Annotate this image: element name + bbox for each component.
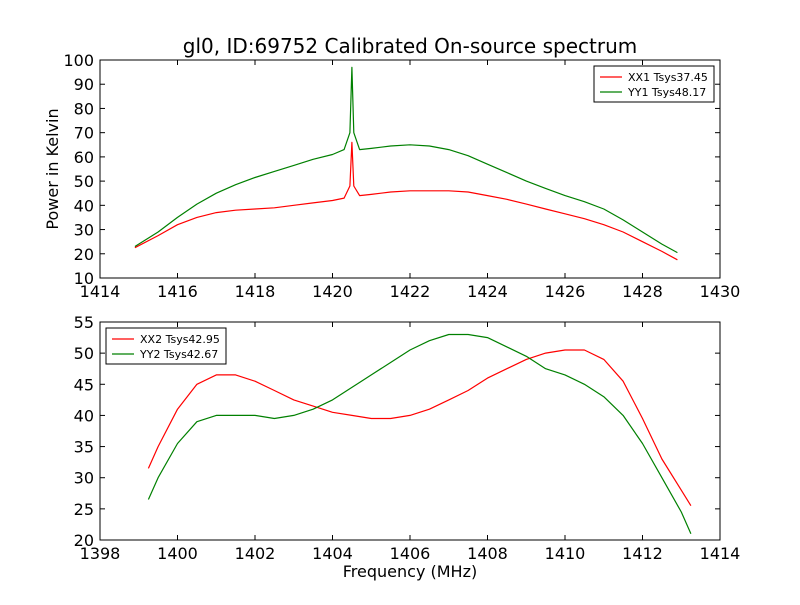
- y-tick-label: 40: [74, 406, 94, 425]
- x-tick-label: 1404: [312, 544, 353, 563]
- y-tick-label: 80: [74, 99, 94, 118]
- x-tick-label: 1402: [235, 544, 276, 563]
- series-line-2: [134, 66, 678, 254]
- y-tick-label: 25: [74, 500, 94, 519]
- y-tick-label: 50: [74, 172, 94, 191]
- y-tick-label: 60: [74, 148, 94, 167]
- x-tick-label: 1416: [157, 282, 198, 301]
- x-tick-label: 1408: [467, 544, 508, 563]
- y-tick-label: 70: [74, 124, 94, 143]
- y-tick-label: 35: [74, 438, 94, 457]
- x-tick-label: 1414: [80, 282, 121, 301]
- series-line-1: [134, 141, 678, 261]
- bottom-panel: 1398 1400 1402 1404 1406 1408 1410 1412 1414 20 25…: [74, 313, 741, 581]
- y-tick-label: 10: [74, 269, 94, 288]
- x-tick-label: 1414: [700, 544, 741, 563]
- series-line-1: [147, 349, 692, 507]
- legend-label-2: YY1 Tsys48.17: [627, 86, 706, 99]
- x-tick-label: 1426: [545, 282, 586, 301]
- x-tick-label: 1400: [157, 544, 198, 563]
- y-tick-label: 45: [74, 375, 94, 394]
- y-tick-label: 30: [74, 221, 94, 240]
- y-tick-label: 20: [74, 531, 94, 550]
- y-tick-label: 40: [74, 196, 94, 215]
- legend-label-2: YY2 Tsys42.67: [139, 348, 218, 361]
- x-tick-label: 1424: [467, 282, 508, 301]
- y-tick-label: 30: [74, 469, 94, 488]
- y-axis-title: Power in Kelvin: [43, 108, 62, 229]
- y-tick-label: 100: [63, 51, 94, 70]
- legend-label-1: XX2 Tsys42.95: [140, 333, 220, 346]
- x-tick-label: 1410: [545, 544, 586, 563]
- y-tick-label: 50: [74, 344, 94, 363]
- y-tick-label: 90: [74, 75, 94, 94]
- x-tick-label: 1422: [390, 282, 431, 301]
- y-tick-label: 55: [74, 313, 94, 332]
- x-tick-label: 1420: [312, 282, 353, 301]
- legend-box: [593, 65, 715, 103]
- x-tick-label: 1428: [622, 282, 663, 301]
- series-line-2: [147, 333, 692, 535]
- x-tick-label: 1398: [80, 544, 121, 563]
- top-panel: 1414 1416 1418 1420 1422 1424 1426 1428 1430 10 20…: [43, 51, 740, 301]
- y-tick-label: 20: [74, 245, 94, 264]
- x-tick-label: 1430: [700, 282, 741, 301]
- chart-title: gl0, ID:69752 Calibrated On-source spect…: [183, 34, 637, 58]
- x-axis-title: Frequency (MHz): [343, 562, 477, 581]
- legend-box: [105, 327, 227, 365]
- legend-label-1: XX1 Tsys37.45: [628, 71, 708, 84]
- x-tick-label: 1418: [235, 282, 276, 301]
- x-tick-label: 1406: [390, 544, 431, 563]
- x-tick-label: 1412: [622, 544, 663, 563]
